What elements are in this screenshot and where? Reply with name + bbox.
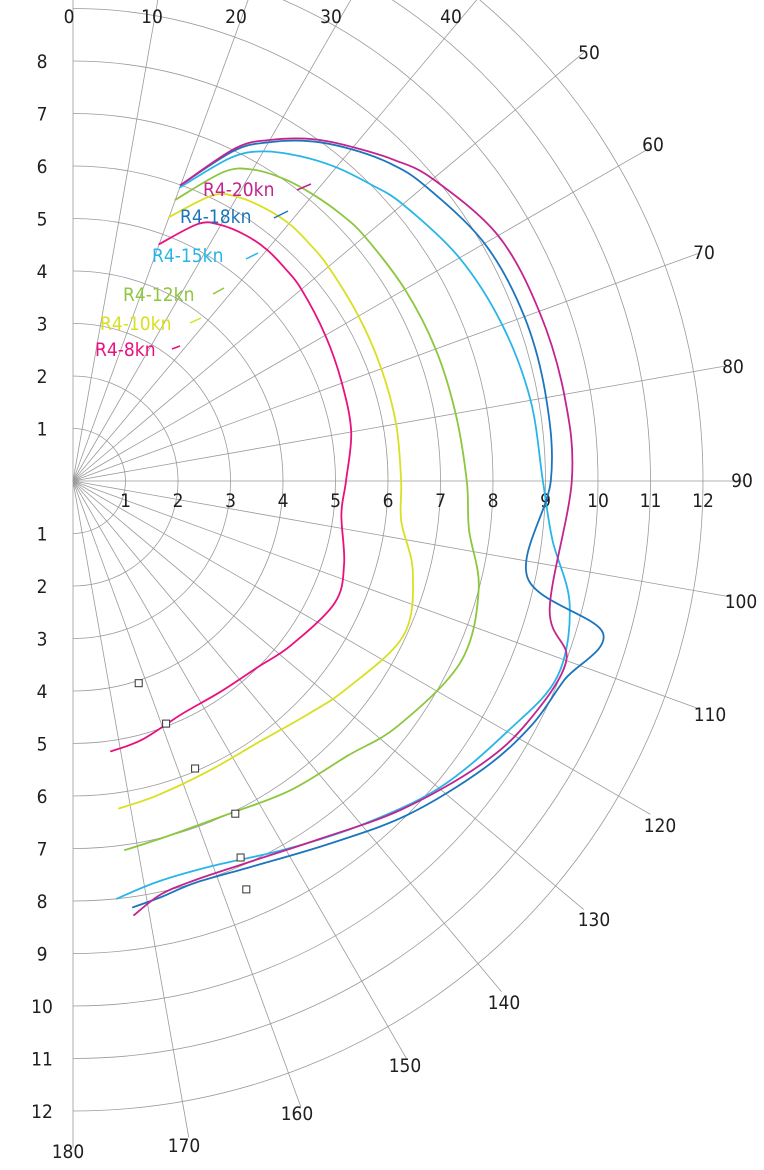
radius-rings [72, 0, 704, 1112]
series-label: R4-8kn [95, 339, 156, 361]
angle-spoke [72, 0, 249, 482]
series-label-leader [273, 210, 289, 219]
angle-tick-label: 90 [731, 470, 753, 492]
radius-tick-label: 5 [330, 490, 341, 512]
angle-tick-label: 100 [725, 591, 758, 613]
series-label: R4-20kn [203, 179, 274, 201]
radius-tick-label: 11 [640, 490, 662, 512]
angle-spoke [72, 480, 585, 910]
angle-spoke [72, 480, 651, 815]
vmg-marker [236, 853, 245, 862]
radius-tick-label: 11 [31, 1049, 53, 1071]
series-label-leader [212, 287, 225, 295]
series-label: R4-18kn [180, 206, 251, 228]
angle-ticks: 0 10 20 30 405060708090100110120130140150160… [52, 6, 758, 1163]
series-label-leader [189, 317, 202, 324]
radius-tick-label: 12 [31, 1101, 53, 1123]
polar-curves [110, 137, 605, 916]
angle-spoke [72, 480, 502, 993]
angle-spoke [72, 480, 730, 598]
angle-spoke [72, 480, 302, 1108]
series-label-leader [296, 183, 312, 191]
vmg-marker [134, 679, 143, 688]
radius-tick-label: 1 [120, 490, 131, 512]
radius-tick-label: 5 [37, 209, 48, 231]
radius-tick-label: 7 [37, 839, 48, 861]
vmg-markers [134, 679, 251, 894]
angle-tick-label: 140 [488, 992, 521, 1014]
series-label: R4-12kn [123, 284, 194, 306]
radius-tick-label: 8 [488, 490, 499, 512]
angle-tick-label: 70 [693, 242, 715, 264]
radius-tick-label: 10 [587, 490, 609, 512]
radius-tick-label: 7 [37, 104, 48, 126]
angle-spoke [72, 252, 700, 482]
series-curve [133, 137, 574, 916]
series-label: R4-15kn [152, 245, 223, 267]
angle-tick-label: 170 [168, 1135, 201, 1157]
radius-tick-label: 6 [383, 490, 394, 512]
series-curve [110, 221, 353, 753]
radius-tick-label: 4 [37, 261, 48, 283]
angle-spokes [72, 0, 745, 1148]
series-curve [124, 167, 480, 851]
angle-tick-label: 50 [578, 42, 600, 64]
radius-tick-label: 1 [37, 524, 48, 546]
angle-tick-label: 180 [52, 1141, 85, 1163]
vmg-marker [162, 719, 171, 728]
angle-tick-label: 130 [578, 909, 611, 931]
series-label-leader [171, 345, 181, 350]
angle-tick-label: 0 [64, 6, 75, 28]
series-curve [118, 192, 414, 810]
radius-tick-label: 4 [278, 490, 289, 512]
angle-tick-label: 150 [389, 1055, 422, 1077]
radius-tick-label: 9 [37, 944, 48, 966]
angle-spoke [72, 480, 700, 710]
series-curve [132, 139, 605, 909]
radius-tick-label: 5 [37, 734, 48, 756]
angle-tick-label: 110 [694, 704, 727, 726]
angle-spoke [72, 480, 190, 1138]
radius-tick-label: 2 [37, 366, 48, 388]
radius-ticks-upper: 1 2 3 4 5 6 7 8 [37, 51, 48, 441]
radius-tick-label: 3 [225, 490, 236, 512]
angle-spoke [72, 0, 159, 482]
radius-tick-label: 2 [173, 490, 184, 512]
radius-tick-label: 8 [37, 51, 48, 73]
angle-tick-label: 120 [644, 815, 677, 837]
angle-tick-label: 30 [320, 6, 342, 28]
radius-ticks-horizontal: 1 2 3 4 5 6 7 8 9 10 11 12 [120, 490, 714, 512]
angle-spoke [72, 147, 651, 482]
series-label-leader [245, 252, 259, 260]
angle-spoke [72, 0, 478, 482]
vmg-marker [191, 764, 200, 773]
radius-tick-label: 1 [37, 419, 48, 441]
radius-tick-label: 6 [37, 786, 48, 808]
radius-tick-label: 8 [37, 891, 48, 913]
angle-spoke [72, 480, 407, 1059]
angle-tick-label: 80 [722, 356, 744, 378]
angle-tick-label: 40 [440, 6, 462, 28]
radius-tick-label: 10 [31, 996, 53, 1018]
angle-spoke [72, 364, 730, 482]
radius-tick-label: 3 [37, 314, 48, 336]
radius-tick-label: 2 [37, 576, 48, 598]
radius-tick-label: 4 [37, 681, 48, 703]
radius-tick-label: 6 [37, 156, 48, 178]
series-labels: R4-8kn R4-10kn R4-12kn R4-15kn R4-18kn R4-20k… [95, 179, 312, 361]
radius-tick-label: 3 [37, 629, 48, 651]
angle-tick-label: 10 [141, 6, 163, 28]
radius-tick-label: 7 [435, 490, 446, 512]
angle-spoke [72, 0, 352, 482]
series-label: R4-10kn [100, 313, 171, 335]
vmg-marker [242, 885, 251, 894]
angle-tick-label: 60 [642, 134, 664, 156]
vmg-marker [231, 809, 240, 818]
angle-tick-label: 160 [281, 1103, 314, 1125]
radius-tick-label: 12 [692, 490, 714, 512]
angle-tick-label: 20 [225, 6, 247, 28]
